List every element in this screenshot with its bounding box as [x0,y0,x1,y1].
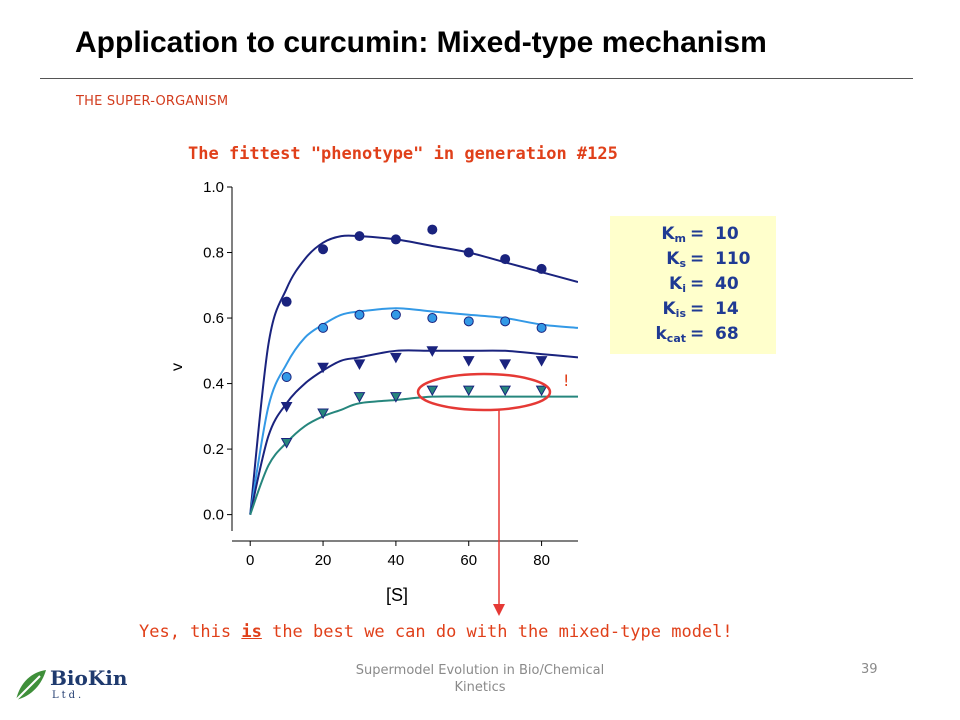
param-row-kis: Kis = 14 [610,299,776,323]
data-point-triangle [535,385,548,397]
data-point-circle [390,234,401,245]
param-row-kcat: kcat = 68 [610,324,776,348]
fit-curves [249,234,578,515]
x-tick-label: 20 [315,552,332,569]
param-row-km: Km = 10 [610,224,776,248]
title-divider [40,78,913,79]
y-tick-label: 0.8 [203,245,224,262]
data-point-circle [500,316,511,327]
data-point-triangle [353,392,366,403]
data-point-triangle [462,385,475,397]
data-point-circle [536,263,547,274]
y-tick-label: 1.0 [203,179,224,196]
data-point-triangle [535,356,548,367]
param-symbol: Kis [662,299,686,320]
x-tick-label: 60 [460,552,477,569]
data-points [280,224,548,449]
logo-subtext: Ltd. [52,690,85,701]
data-point-circle [281,372,292,383]
data-point-circle [536,322,547,333]
param-symbol: Ki [669,274,686,295]
y-axis-label: v [169,363,186,371]
equals-sign: = [690,274,705,294]
param-symbol: Km [661,224,686,245]
highlight-overlay: ! [416,371,569,616]
emphasis-word: is [241,622,262,642]
param-value: 110 [715,249,751,269]
equals-sign: = [690,299,705,319]
chart-caption: The fittest "phenotype" in generation #1… [188,144,618,164]
param-value: 10 [715,224,739,244]
data-point-circle [427,224,438,235]
data-point-triangle [390,352,402,364]
x-tick-label: 80 [533,552,550,569]
equals-sign: = [690,249,705,269]
data-point-triangle [390,392,402,403]
page-number: 39 [861,662,878,677]
callout-arrowhead [493,604,505,616]
y-tick-label: 0.4 [203,376,224,393]
data-point-circle [354,309,365,320]
x-tick-label: 40 [388,552,405,569]
footer-text: Supermodel Evolution in Bio/Chemical Kin… [355,663,605,695]
data-point-triangle [426,346,439,357]
data-point-circle [500,254,511,265]
leaf-logo-icon [15,670,46,701]
param-symbol: Ks [666,249,686,270]
data-point-triangle [317,408,329,420]
param-row-ks: Ks = 110 [610,249,776,273]
y-tick-label: 0.6 [203,310,224,327]
y-tick-label: 0.0 [203,507,224,524]
biokin-logo: BioKin Ltd. [14,666,128,706]
chart-axes: 0.0 0.2 0.4 0.6 0.8 1.0 0 20 40 60 80 [S] v [169,179,578,605]
param-row-ki: Ki = 40 [610,274,776,298]
data-point-circle [463,316,474,327]
logo-name: BioKin [50,666,128,690]
data-point-circle [354,231,365,242]
data-point-triangle [317,362,329,374]
y-tick-label: 0.2 [203,441,224,458]
data-point-triangle [353,359,366,370]
x-tick-label: 0 [246,552,254,569]
fit-curve-3 [249,349,578,515]
param-value: 40 [715,274,739,294]
slide-title: Application to curcumin: Mixed-type mech… [75,26,767,59]
equals-sign: = [690,324,705,344]
data-point-circle [463,247,474,258]
exclamation-annotation: ! [563,371,569,390]
param-symbol: kcat [655,324,686,345]
data-point-triangle [499,359,512,370]
section-label: THE SUPER-ORGANISM [76,94,229,109]
data-point-triangle [499,385,512,397]
data-point-circle [281,296,292,307]
data-point-circle [318,244,329,255]
data-point-triangle [280,402,293,413]
data-point-triangle [426,385,439,397]
data-point-circle [427,313,438,324]
data-point-circle [318,322,329,333]
conclusion-text: Yes, this is the best we can do with the… [139,622,733,642]
highlight-ellipse [416,372,552,412]
fit-curve-2 [249,307,578,515]
data-point-triangle [280,438,293,449]
x-axis-label: [S] [386,585,408,605]
param-value: 68 [715,324,739,344]
equals-sign: = [690,224,705,244]
parameter-box: Km = 10 Ks = 110 Ki = 40 Kis = 14 kcat =… [610,216,776,354]
data-point-triangle [462,356,475,367]
param-value: 14 [715,299,739,319]
fit-curve-4 [249,395,578,515]
data-point-circle [390,309,401,320]
fit-curve-1 [249,234,578,515]
